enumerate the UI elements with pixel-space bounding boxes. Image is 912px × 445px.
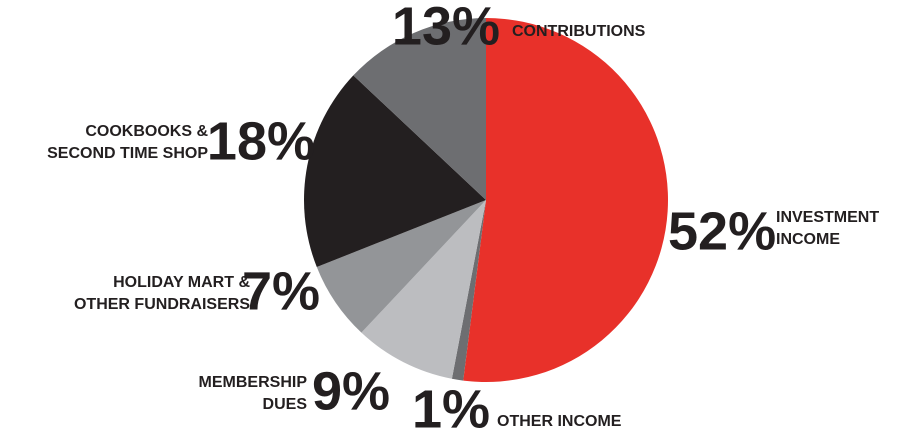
- slice-name: DUES: [263, 396, 308, 413]
- slice-name: COOKBOOKS &: [85, 123, 208, 140]
- slice-name: OTHER INCOME: [497, 413, 622, 430]
- percent-label: 7%: [242, 261, 320, 321]
- slice-name: INVESTMENT: [776, 209, 879, 226]
- percent-label: 13%: [392, 0, 500, 56]
- slice-name: MEMBERSHIP: [199, 374, 308, 391]
- slice-name: HOLIDAY MART &: [113, 274, 250, 291]
- slice-name: OTHER FUNDRAISERS: [74, 296, 250, 313]
- slice-name: SECOND TIME SHOP: [47, 145, 208, 162]
- pie-slice: [463, 18, 668, 382]
- percent-label: 18%: [207, 111, 315, 171]
- pie-slice: [304, 75, 486, 267]
- pie-slice: [361, 200, 486, 379]
- pie-slice: [353, 17, 486, 200]
- percent-label: 9%: [312, 361, 390, 421]
- percent-label: 52%: [668, 201, 776, 261]
- pie-slice: [451, 200, 486, 381]
- slice-name: INCOME: [776, 231, 840, 248]
- percent-label: 1%: [412, 379, 490, 439]
- slice-name: CONTRIBUTIONS: [512, 23, 646, 40]
- pie-slice: [316, 200, 486, 333]
